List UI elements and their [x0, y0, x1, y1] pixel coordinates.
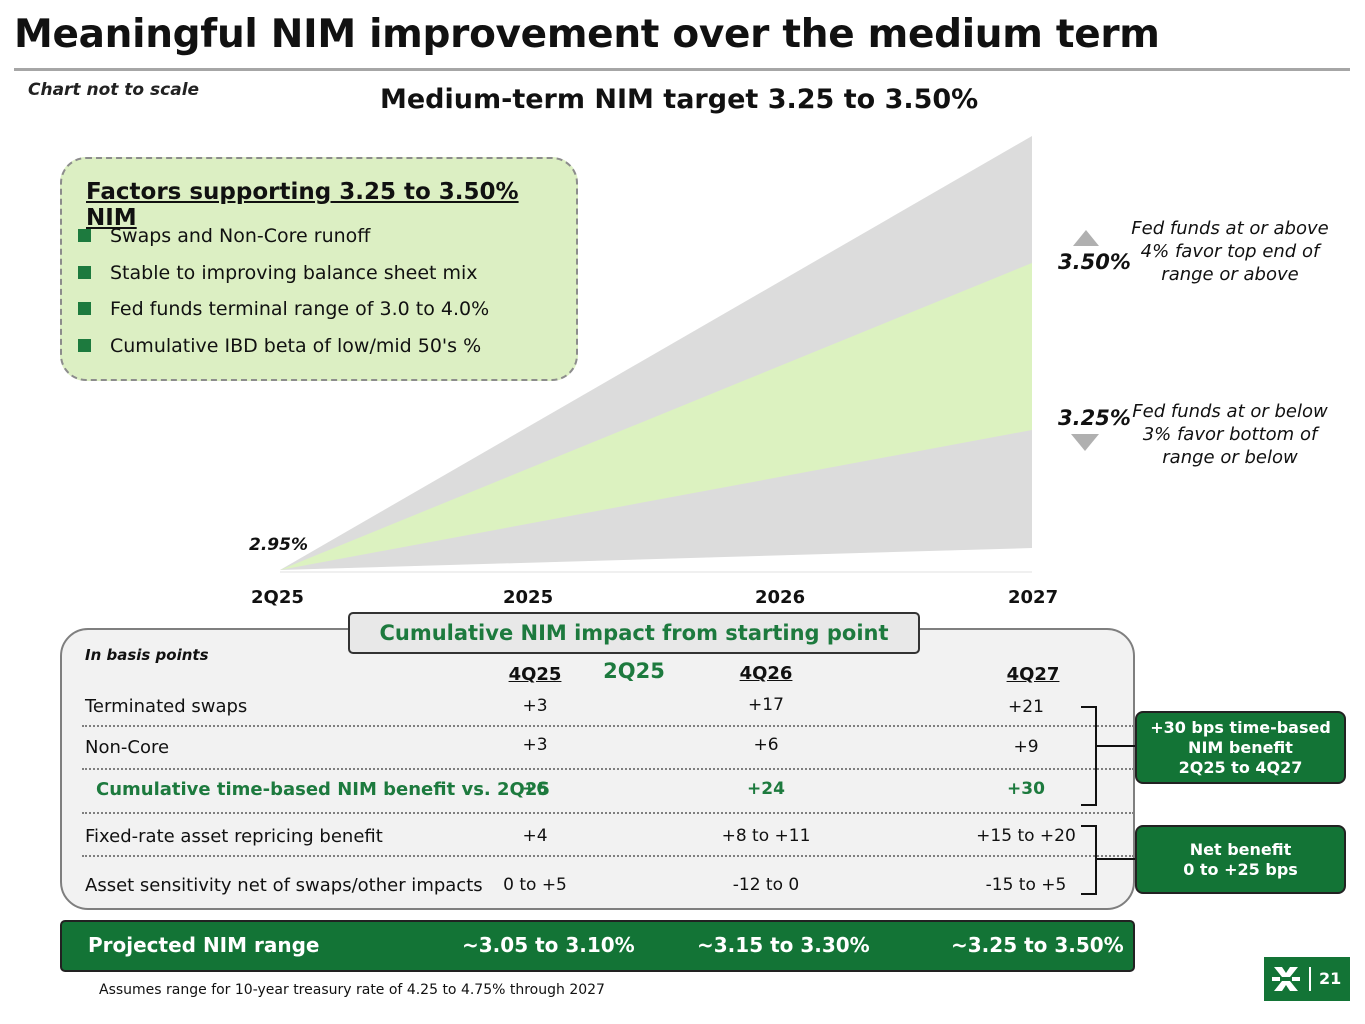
time-based-benefit-callout: +30 bps time-based NIM benefit 2Q25 to 4… — [1135, 711, 1346, 784]
list-item: Fed funds terminal range of 3.0 to 4.0% — [78, 296, 489, 333]
projected-value-4q25: ~3.05 to 3.10% — [462, 933, 635, 957]
projected-label: Projected NIM range — [88, 933, 320, 957]
footnote: Assumes range for 10-year treasury rate … — [99, 982, 605, 998]
up-arrow-icon — [1073, 230, 1099, 246]
units-note: In basis points — [85, 646, 209, 664]
table-cell: -12 to 0 — [732, 875, 800, 895]
x-tick-2025: 2025 — [503, 587, 554, 608]
logo-divider — [1309, 967, 1311, 991]
table-cell: +15 to +20 — [976, 826, 1076, 846]
table-cell: +9 — [1013, 737, 1039, 757]
col-header-4q27: 4Q27 — [1006, 664, 1060, 685]
top-range-label: 3.50% — [1058, 250, 1131, 274]
nim-chart — [280, 136, 1099, 573]
chart-scale-note: Chart not to scale — [28, 80, 200, 100]
bottom-range-note: Fed funds at or below 3% favor bottom of… — [1132, 401, 1328, 468]
row-divider — [82, 725, 1134, 727]
x-tick-2026: 2026 — [755, 587, 806, 608]
table-cell: +8 to +11 — [721, 826, 811, 846]
bracket-connector — [1097, 745, 1137, 747]
square-bullet-icon — [78, 302, 91, 315]
target-range-area — [280, 263, 1032, 570]
page-number: 21 — [1319, 969, 1342, 988]
row-label-terminated-swaps: Terminated swaps — [85, 696, 248, 717]
table-cell: +17 — [748, 695, 784, 715]
row-divider — [82, 855, 1134, 857]
square-bullet-icon — [78, 338, 91, 352]
table-cell: +30 — [1007, 779, 1045, 799]
table-cell: +6 — [753, 735, 779, 755]
row-divider — [82, 812, 1134, 814]
time-based-bracket — [1081, 706, 1097, 806]
row-label-asset-sensitivity: Asset sensitivity net of swaps/other imp… — [85, 875, 483, 896]
table-cell: +3 — [522, 735, 548, 755]
page-title: Meaningful NIM improvement over the medi… — [14, 12, 1160, 57]
factors-list: Swaps and Non-Core runoff Stable to impr… — [78, 223, 489, 369]
col-header-4q25: 4Q25 — [508, 664, 562, 685]
net-benefit-callout: Net benefit 0 to +25 bps — [1135, 825, 1346, 894]
bottom-range-label: 3.25% — [1058, 406, 1131, 430]
row-label-fixed-rate-repricing: Fixed-rate asset repricing benefit — [85, 826, 383, 847]
table-cell: +21 — [1008, 697, 1044, 717]
table-cell: 0 to +5 — [503, 875, 567, 895]
table-cell: +6 — [521, 779, 549, 799]
net-benefit-bracket — [1081, 825, 1097, 895]
x-tick-2027: 2027 — [1008, 587, 1059, 608]
down-arrow-icon — [1071, 434, 1099, 451]
table-cell: +24 — [747, 779, 785, 799]
factors-heading: Factors supporting 3.25 to 3.50% NIM — [86, 179, 519, 231]
title-divider — [14, 68, 1350, 71]
square-bullet-icon — [78, 265, 91, 279]
x-tick-2q25: 2Q25 — [251, 587, 304, 608]
projected-value-4q26: ~3.15 to 3.30% — [697, 933, 870, 957]
bracket-connector — [1097, 858, 1137, 860]
table-cell: +4 — [522, 826, 548, 846]
list-item: Stable to improving balance sheet mix — [78, 260, 489, 297]
factors-box: Factors supporting 3.25 to 3.50% NIM Swa… — [60, 157, 578, 381]
row-label-non-core: Non-Core — [85, 737, 170, 758]
table-cell: +3 — [522, 696, 548, 716]
projected-value-4q27: ~3.25 to 3.50% — [951, 933, 1124, 957]
projected-nim-bar — [60, 920, 1135, 972]
col-header-4q26: 4Q26 — [739, 663, 793, 684]
row-label-cumulative-time-based: Cumulative time-based NIM benefit vs. 2Q… — [96, 779, 550, 800]
brand-logo-icon — [1272, 967, 1300, 991]
list-item: Cumulative IBD beta of low/mid 50's % — [78, 333, 489, 370]
top-range-note: Fed funds at or above 4% favor top end o… — [1131, 218, 1329, 285]
row-divider — [82, 768, 1134, 770]
table-cell: -15 to +5 — [985, 875, 1067, 895]
brand-badge: 21 — [1264, 957, 1350, 1001]
start-value-label: 2.95% — [249, 535, 308, 555]
list-item: Swaps and Non-Core runoff — [78, 223, 489, 260]
square-bullet-icon — [78, 229, 91, 242]
chart-title: Medium-term NIM target 3.25 to 3.50% — [380, 84, 979, 115]
impact-table-header: Cumulative NIM impact from starting poin… — [348, 612, 920, 683]
